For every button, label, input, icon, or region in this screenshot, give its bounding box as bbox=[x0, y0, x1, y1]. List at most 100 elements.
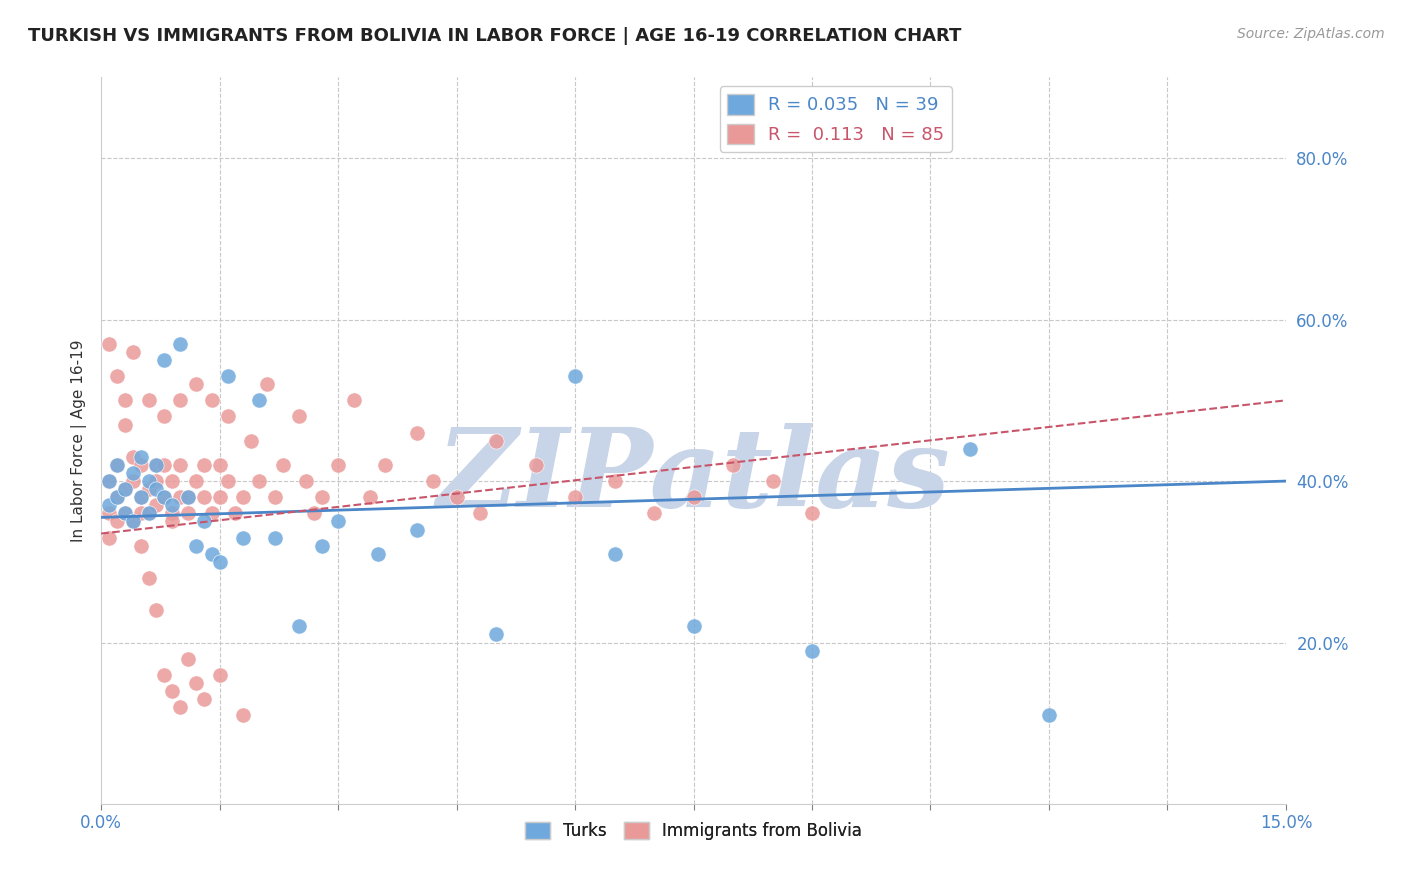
Point bbox=[105, 490, 128, 504]
Point bbox=[160, 498, 183, 512]
Point bbox=[138, 571, 160, 585]
Point bbox=[682, 490, 704, 504]
Point bbox=[160, 515, 183, 529]
Point bbox=[256, 377, 278, 392]
Point bbox=[470, 507, 492, 521]
Point bbox=[114, 482, 136, 496]
Point bbox=[145, 603, 167, 617]
Point bbox=[193, 490, 215, 504]
Point bbox=[721, 458, 744, 472]
Point bbox=[217, 369, 239, 384]
Point bbox=[184, 377, 207, 392]
Point bbox=[208, 458, 231, 472]
Point bbox=[232, 490, 254, 504]
Point bbox=[129, 507, 152, 521]
Point bbox=[232, 708, 254, 723]
Point bbox=[105, 458, 128, 472]
Point bbox=[121, 345, 143, 359]
Point bbox=[114, 417, 136, 432]
Point bbox=[304, 507, 326, 521]
Point bbox=[105, 515, 128, 529]
Point bbox=[129, 458, 152, 472]
Point bbox=[524, 458, 547, 472]
Point bbox=[114, 393, 136, 408]
Point bbox=[406, 425, 429, 440]
Point bbox=[98, 474, 121, 488]
Point bbox=[160, 474, 183, 488]
Text: TURKISH VS IMMIGRANTS FROM BOLIVIA IN LABOR FORCE | AGE 16-19 CORRELATION CHART: TURKISH VS IMMIGRANTS FROM BOLIVIA IN LA… bbox=[28, 27, 962, 45]
Y-axis label: In Labor Force | Age 16-19: In Labor Force | Age 16-19 bbox=[72, 340, 87, 542]
Point bbox=[114, 507, 136, 521]
Point bbox=[446, 490, 468, 504]
Point bbox=[761, 474, 783, 488]
Point bbox=[959, 442, 981, 456]
Point bbox=[193, 515, 215, 529]
Point bbox=[129, 490, 152, 504]
Point bbox=[177, 490, 200, 504]
Point bbox=[201, 507, 224, 521]
Legend: Turks, Immigrants from Bolivia: Turks, Immigrants from Bolivia bbox=[519, 815, 869, 847]
Point bbox=[98, 474, 121, 488]
Point bbox=[184, 676, 207, 690]
Point bbox=[160, 684, 183, 698]
Point bbox=[193, 458, 215, 472]
Point bbox=[603, 547, 626, 561]
Point bbox=[98, 498, 121, 512]
Point bbox=[643, 507, 665, 521]
Point bbox=[311, 539, 333, 553]
Point bbox=[201, 547, 224, 561]
Point bbox=[224, 507, 246, 521]
Point bbox=[145, 498, 167, 512]
Point bbox=[271, 458, 294, 472]
Point bbox=[184, 539, 207, 553]
Point bbox=[201, 393, 224, 408]
Point bbox=[564, 490, 586, 504]
Point bbox=[406, 523, 429, 537]
Point bbox=[138, 507, 160, 521]
Point bbox=[160, 507, 183, 521]
Point bbox=[682, 619, 704, 633]
Point bbox=[129, 450, 152, 464]
Text: Source: ZipAtlas.com: Source: ZipAtlas.com bbox=[1237, 27, 1385, 41]
Point bbox=[169, 393, 191, 408]
Point bbox=[485, 434, 508, 448]
Point bbox=[240, 434, 263, 448]
Point bbox=[485, 627, 508, 641]
Point bbox=[129, 539, 152, 553]
Text: ZIPatlas: ZIPatlas bbox=[437, 424, 950, 531]
Point bbox=[169, 458, 191, 472]
Point bbox=[121, 466, 143, 480]
Point bbox=[114, 507, 136, 521]
Point bbox=[208, 555, 231, 569]
Point bbox=[326, 515, 349, 529]
Point bbox=[105, 369, 128, 384]
Point bbox=[208, 490, 231, 504]
Point bbox=[367, 547, 389, 561]
Point bbox=[184, 474, 207, 488]
Point bbox=[153, 353, 176, 368]
Point bbox=[232, 531, 254, 545]
Point bbox=[98, 531, 121, 545]
Point bbox=[121, 515, 143, 529]
Point bbox=[138, 507, 160, 521]
Point bbox=[177, 507, 200, 521]
Point bbox=[359, 490, 381, 504]
Point bbox=[121, 515, 143, 529]
Point bbox=[217, 474, 239, 488]
Point bbox=[153, 490, 176, 504]
Point bbox=[129, 490, 152, 504]
Point bbox=[208, 668, 231, 682]
Point bbox=[138, 474, 160, 488]
Point bbox=[264, 490, 287, 504]
Point bbox=[145, 474, 167, 488]
Point bbox=[247, 393, 270, 408]
Point bbox=[422, 474, 444, 488]
Point bbox=[105, 458, 128, 472]
Point bbox=[247, 474, 270, 488]
Point bbox=[177, 651, 200, 665]
Point bbox=[98, 336, 121, 351]
Point bbox=[114, 482, 136, 496]
Point bbox=[169, 490, 191, 504]
Point bbox=[326, 458, 349, 472]
Point bbox=[153, 490, 176, 504]
